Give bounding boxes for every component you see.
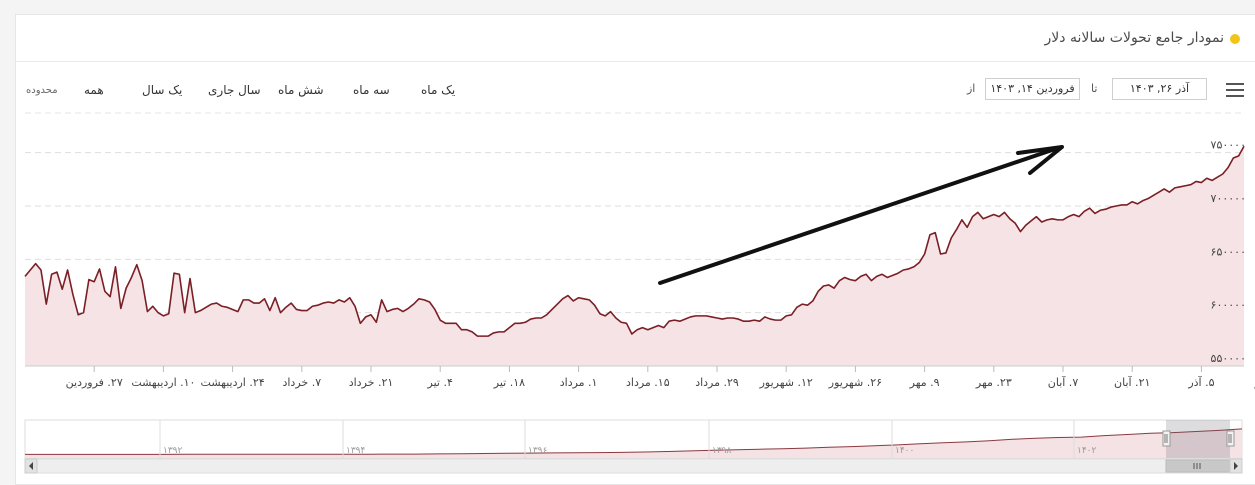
x-tick-label: ۲۱. آبان [1114,375,1150,389]
range-button-six-months[interactable]: شش ماه [278,83,324,97]
x-tick-label: ۲۷. فروردین [66,376,123,389]
x-tick-label: ۹. مهر [909,376,940,389]
range-button-current-year[interactable]: سال جاری [208,83,261,97]
navigator-label: ۱۳۹۲ [163,446,183,456]
arrow-right-icon [1234,462,1238,470]
x-tick-label: ۱۹. آذر [1254,375,1255,389]
from-label: از [967,82,976,95]
range-toolbar: محدوده همه یک سال سال جاری شش ماه سه ماه… [16,75,1255,105]
zoom-label: محدوده [26,85,58,96]
x-tick-label: ۴. تیر [427,376,453,389]
x-tick-label: ۲۳. مهر [975,376,1012,389]
navigator-label: ۱۳۹۸ [712,446,732,456]
range-button-one-year[interactable]: یک سال [142,83,183,97]
from-date-input[interactable]: فروردین ۱۴, ۱۴۰۳ [985,78,1080,100]
scrollbar-thumb[interactable] [1165,459,1231,473]
x-tick-label: ۱۰. اردیبهشت [131,376,195,389]
arrow-left-icon [29,462,33,470]
series-line [24,145,1245,337]
to-label: تا [1091,82,1098,95]
x-tick-label: ۷. خرداد [282,376,321,389]
x-tick-label: ۱۲. شهریور [759,376,813,389]
scrollbar-track[interactable] [24,458,1243,474]
y-tick-label: ۵۵۰۰۰۰ [1211,352,1246,365]
x-tick-label: ۲۹. مرداد [695,376,739,389]
y-tick-label: ۷۰۰۰۰۰ [1211,192,1246,205]
navigator-line [25,428,1243,455]
navigator-selection[interactable] [1166,420,1230,458]
y-tick-label: ۷۵۰۰۰۰ [1211,139,1246,152]
to-date-input[interactable]: آذر ۲۶, ۱۴۰۳ [1112,78,1207,100]
navigator-label: ۱۴۰۲ [1077,446,1097,456]
navigator-label: ۱۳۹۶ [528,446,548,456]
x-tick-label: ۱۸. تیر [493,376,525,389]
trend-arrow-line [658,146,1060,285]
area-series [24,145,1245,367]
x-tick-label: ۱. مرداد [560,376,598,389]
hamburger-icon[interactable] [1226,83,1244,97]
range-button-three-months[interactable]: سه ماه [353,83,390,97]
chart-title: نمودار جامع تحولات سالانه دلار [1044,30,1224,46]
navigator-label: ۱۳۹۴ [346,446,366,456]
annotation-arrow [658,145,1064,285]
navigator-label: ۱۴۰۰ [895,446,914,456]
x-tick-label: ۲۱. خرداد [349,376,394,389]
x-tick-label: ۱۵. مرداد [626,376,670,389]
chart-header: نمودار جامع تحولات سالانه دلار [16,15,1255,62]
x-tick-label: ۵. آذر [1187,375,1214,389]
range-button-one-month[interactable]: یک ماه [421,83,456,97]
navigator[interactable]: ۱۳۹۲ ۱۳۹۴ ۱۳۹۶ ۱۳۹۸ ۱۴۰۰ ۱۴۰۲ [24,419,1243,474]
y-tick-label: ۶۵۰۰۰۰ [1211,245,1246,258]
range-button-all[interactable]: همه [84,83,104,97]
area-fill [25,146,1244,366]
x-tick-label: ۲۴. اردیبهشت [201,376,265,389]
x-axis-labels: ۲۷. فروردین ۱۰. اردیبهشت ۲۴. اردیبهشت ۷. خر… [66,366,1255,389]
navigator-area [25,428,1242,458]
x-tick-label: ۲۶. شهریور [828,376,882,389]
x-tick-label: ۷. آبان [1048,375,1079,389]
y-axis-labels: ۵۵۰۰۰۰ ۶۰۰۰۰۰ ۶۵۰۰۰۰ ۷۰۰۰۰۰ ۷۵۰۰۰۰ [1211,139,1246,365]
trend-arrow-head [1016,145,1064,175]
y-tick-label: ۶۰۰۰۰۰ [1211,299,1246,312]
title-dot [1230,34,1240,44]
